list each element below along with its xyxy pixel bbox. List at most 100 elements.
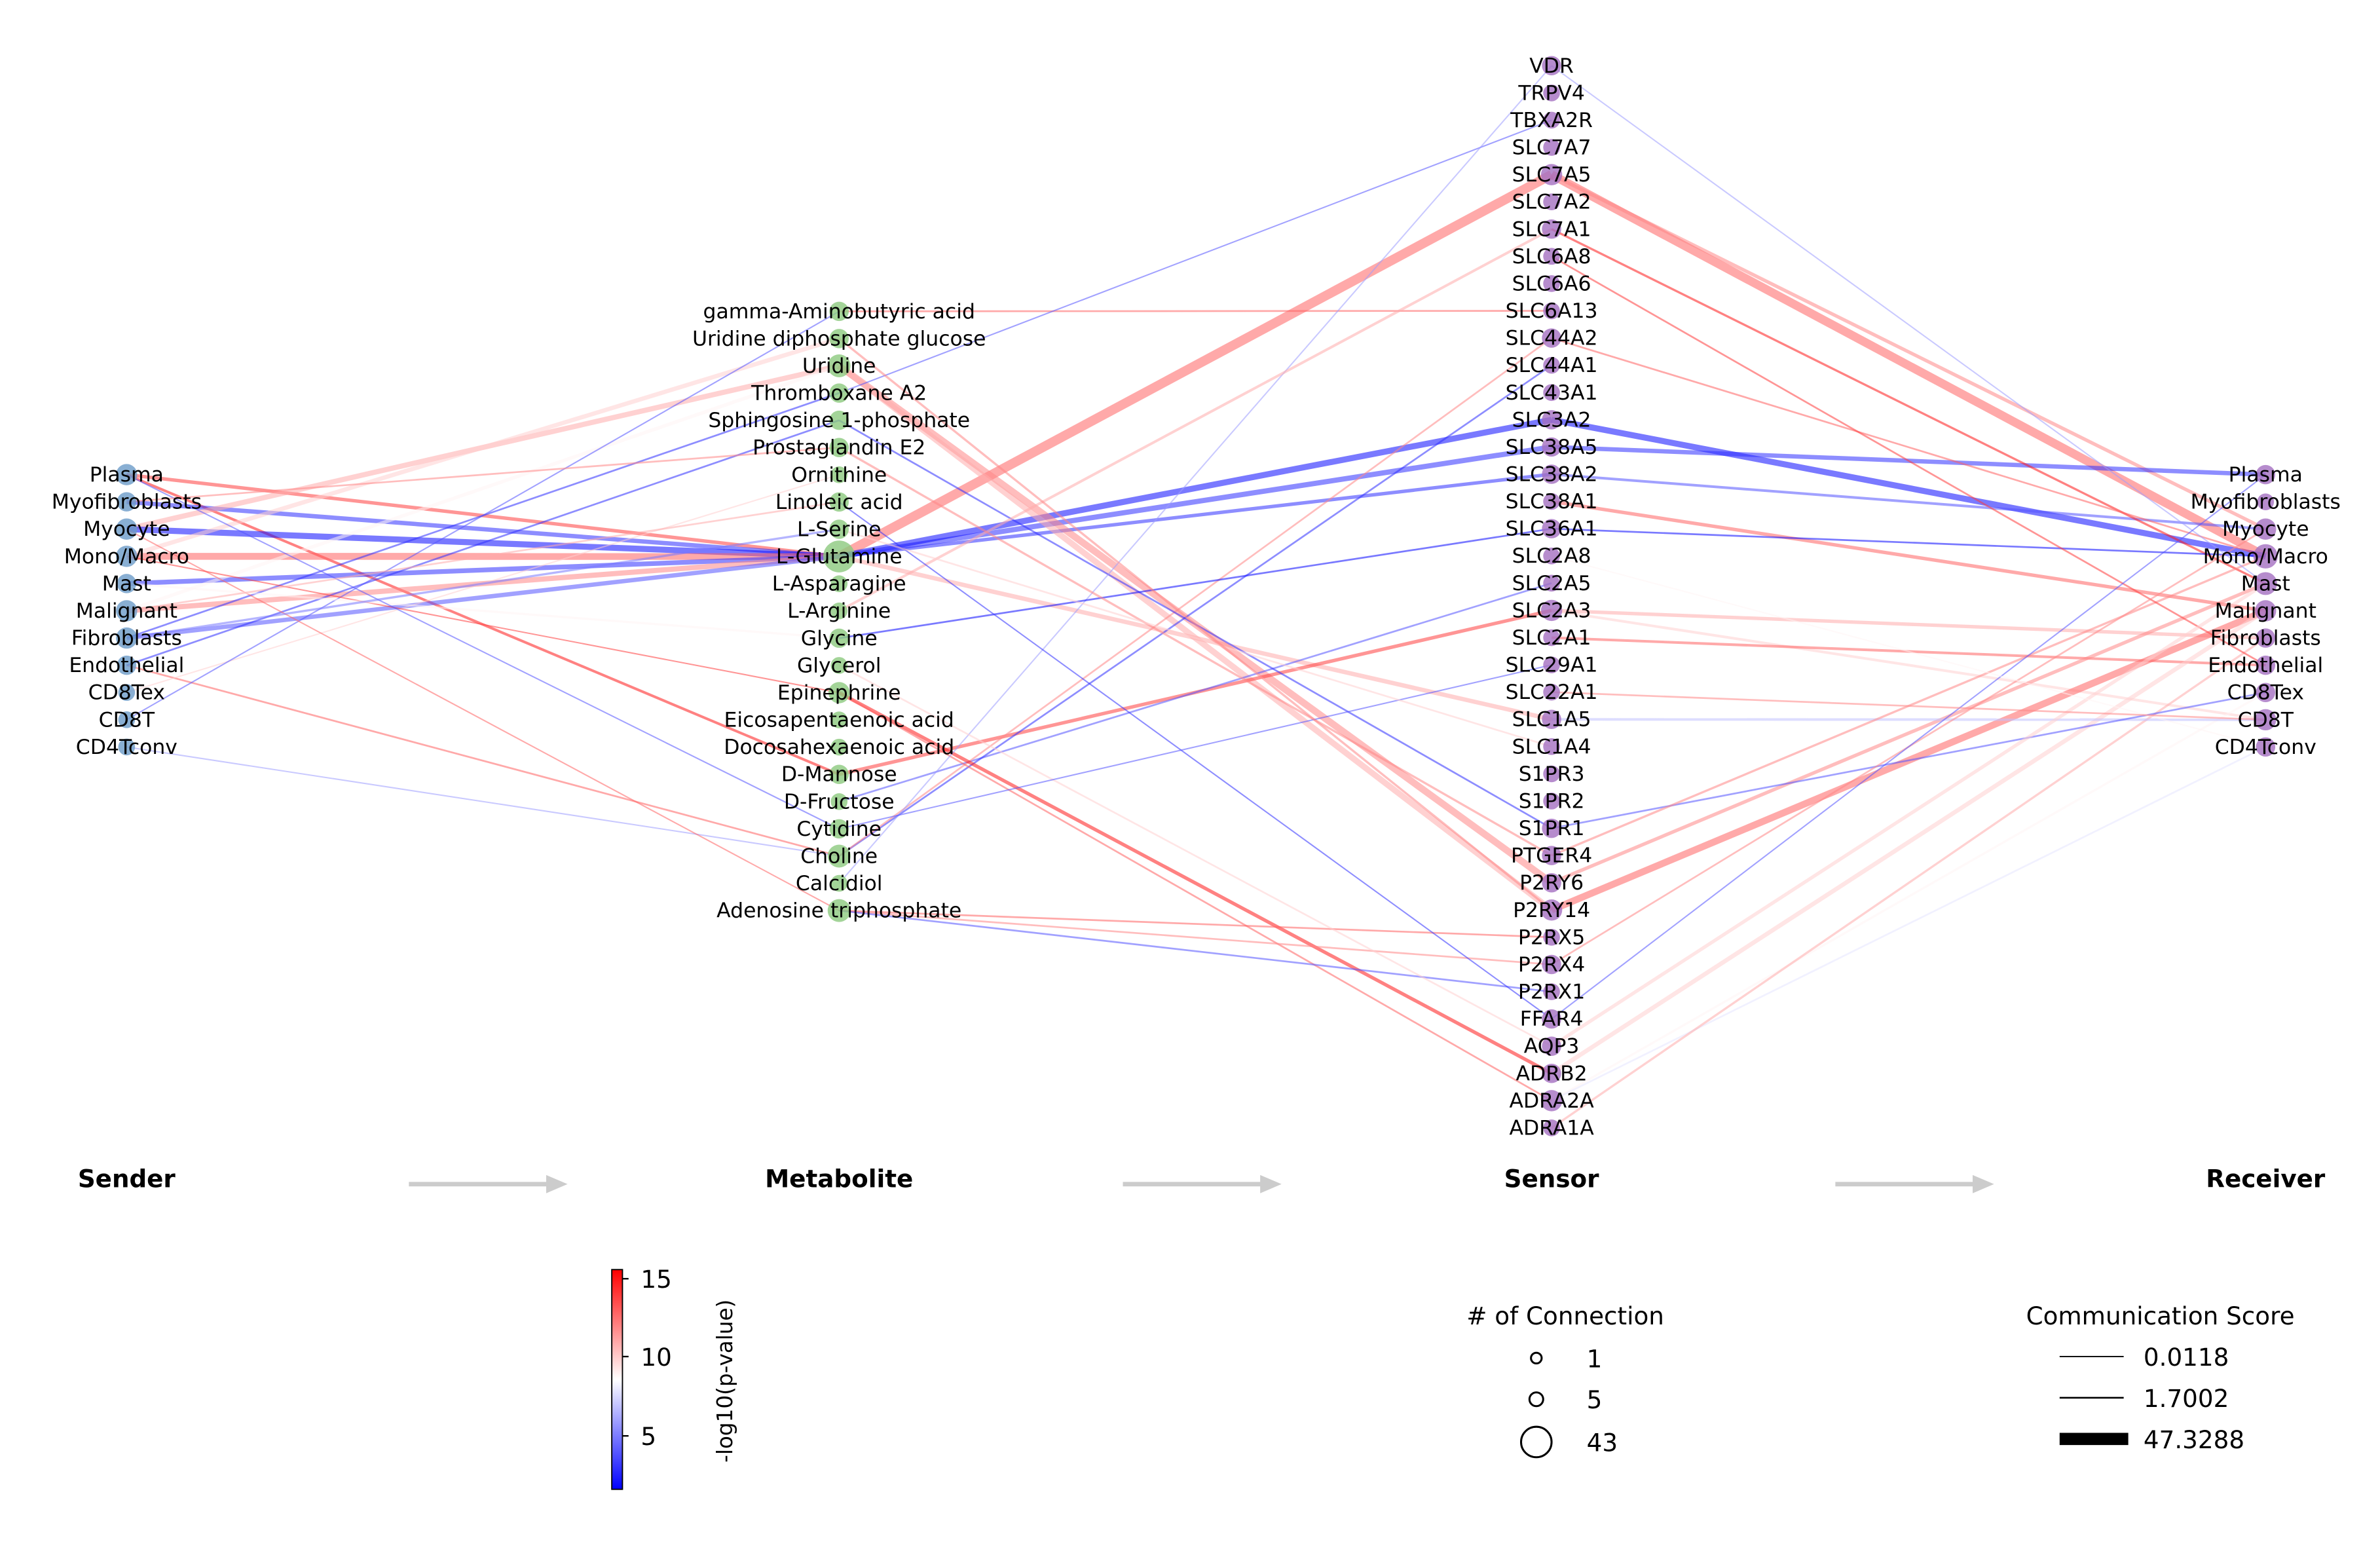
node-label: SLC3A2	[1512, 408, 1591, 432]
edge-metabolite-sensor	[838, 444, 1552, 559]
node-sensor	[1542, 56, 1561, 76]
edge-metabolite-sensor	[838, 501, 1552, 1020]
edge-sender-metabolite	[126, 664, 840, 857]
edge-sensor-receiver	[1551, 637, 2267, 1129]
node-metabolite	[829, 764, 849, 784]
colorbar-tick: 5	[622, 1422, 656, 1451]
node-label: SLC29A1	[1506, 654, 1598, 677]
edge-metabolite-sensor	[838, 664, 1552, 830]
edge-metabolite-sensor	[839, 909, 1552, 993]
edge-sender-metabolite	[126, 310, 840, 721]
node-metabolite	[830, 711, 848, 728]
stage-sender: Sender	[78, 1164, 176, 1193]
node-label: Plasma	[2229, 463, 2303, 487]
node-metabolite	[830, 657, 848, 674]
edge-sensor-receiver	[1551, 228, 2267, 585]
edge-sensor-receiver	[1551, 746, 2266, 1102]
node-metabolite	[827, 844, 851, 868]
node-sensor	[1542, 846, 1561, 865]
edge-sensor-receiver	[1550, 582, 2267, 1048]
edge-metabolite-sensor	[839, 527, 1552, 639]
node-sensor	[1540, 899, 1563, 921]
edge-metabolite-sensor	[838, 119, 1552, 394]
node-sensor	[1543, 547, 1560, 565]
node-label: Uridine	[802, 354, 876, 378]
node-label: Cytidine	[796, 817, 882, 841]
node-label: CD8Tex	[2227, 681, 2304, 705]
node-label: Glycerol	[797, 654, 882, 677]
node-label: CD4Tconv	[2215, 736, 2316, 759]
node-label: Adenosine triphosphate	[716, 899, 961, 923]
node-receiver	[2256, 628, 2276, 648]
node-label: SLC7A5	[1512, 163, 1591, 187]
edge-sensor-receiver	[1550, 173, 2267, 531]
node-label: TRPV4	[1517, 81, 1585, 105]
node-metabolite	[829, 410, 849, 430]
node-label: L-Glutamine	[776, 545, 902, 569]
node-label: SLC7A1	[1512, 217, 1591, 241]
node-label: P2RY14	[1513, 899, 1590, 922]
node-sender	[117, 655, 137, 675]
node-metabolite	[827, 899, 851, 922]
node-metabolite	[829, 519, 849, 539]
node-label: SLC38A1	[1506, 490, 1598, 514]
node-label: SLC6A13	[1506, 299, 1598, 323]
edge-sensor-receiver	[1551, 417, 2267, 559]
score-legend-title: Communication Score	[2026, 1302, 2295, 1330]
edge-sensor-receiver	[1551, 582, 2267, 885]
nodes-layer	[116, 56, 2278, 1136]
node-label: SLC38A2	[1506, 462, 1598, 486]
node-label: CD8T	[2238, 708, 2294, 732]
edge-sender-metabolite	[126, 528, 840, 639]
node-label: SLC2A5	[1512, 572, 1591, 595]
node-label: L-Arginine	[787, 599, 891, 623]
edge-metabolite-sensor	[838, 228, 1553, 612]
edge-sensor-receiver	[1552, 718, 2266, 721]
stage-metabolite: Metabolite	[765, 1164, 913, 1193]
edge-metabolite-sensor	[839, 310, 1552, 312]
node-label: Choline	[800, 844, 878, 868]
node-sensor	[1542, 1009, 1561, 1029]
node-sensor	[1543, 656, 1560, 673]
edge-sender-metabolite	[126, 501, 840, 612]
node-label: SLC22A1	[1506, 681, 1598, 704]
node-sensor	[1543, 793, 1560, 810]
node-label: Epinephrine	[777, 681, 901, 705]
edge-metabolite-sensor	[839, 909, 1552, 965]
connection-legend-title: # of Connection	[1466, 1302, 1664, 1330]
node-receiver	[2256, 683, 2276, 702]
node-metabolite	[829, 329, 849, 348]
node-sensor	[1543, 356, 1560, 374]
colorbar-tick-label: 10	[641, 1343, 671, 1372]
node-label: Thromboxane A2	[751, 382, 927, 405]
edge-metabolite-sensor	[838, 446, 1552, 857]
node-label: SLC6A8	[1512, 245, 1591, 269]
score-legend-label: 0.0118	[2144, 1343, 2229, 1372]
node-label: Calcidiol	[796, 872, 883, 895]
node-label: SLC2A8	[1512, 544, 1591, 568]
node-sensor	[1543, 111, 1560, 129]
edge-sender-metabolite	[126, 474, 840, 830]
node-label: CD4Tconv	[76, 736, 177, 759]
node-sensor	[1543, 1119, 1560, 1136]
node-label: P2RY6	[1519, 871, 1584, 895]
node-sensor	[1542, 437, 1561, 457]
node-label: Endothelial	[2208, 654, 2323, 677]
node-label: L-Asparagine	[772, 572, 906, 596]
node-receiver	[2253, 544, 2278, 569]
node-label: SLC7A2	[1512, 191, 1591, 214]
node-sensor	[1543, 248, 1560, 265]
node-label: SLC36A1	[1506, 517, 1598, 541]
node-metabolite	[830, 874, 848, 892]
node-receiver	[2256, 655, 2276, 675]
node-label: Sphingosine 1-phosphate	[708, 409, 970, 432]
edge-metabolite-sensor	[838, 582, 1552, 803]
node-sender	[116, 627, 138, 649]
node-label: P2RX5	[1518, 926, 1585, 949]
node-sensor	[1543, 574, 1560, 592]
node-label: Mast	[102, 572, 151, 595]
node-label: VDR	[1529, 54, 1574, 78]
node-label: Glycine	[801, 627, 878, 650]
node-sensor	[1542, 219, 1561, 239]
